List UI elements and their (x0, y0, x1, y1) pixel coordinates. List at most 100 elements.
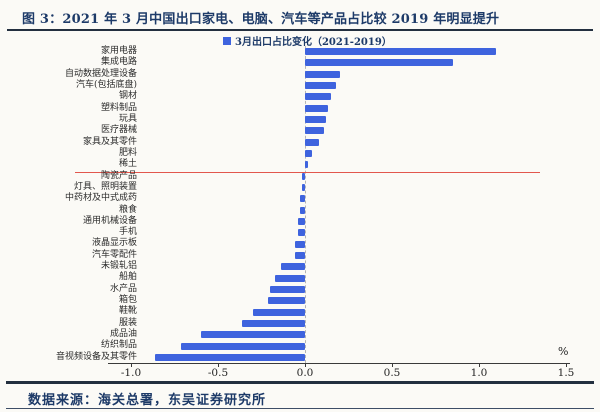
category-label: 钢材 (118, 91, 137, 102)
tick-mark (392, 363, 393, 367)
tick-mark (479, 363, 480, 367)
chart-row: 玩具 (0, 114, 600, 125)
chart-row: 纺织制品 (0, 340, 600, 351)
chart-row: 鞋靴 (0, 306, 600, 317)
legend-label: 3月出口占比变化（2021-2019） (235, 37, 392, 48)
category-label: 鞋靴 (118, 306, 137, 317)
bar-positive (305, 161, 309, 169)
plot-area: 家用电器 集成电路 自动数据处理设备 汽车(包括底盘) 钢材 塑料制品 玩具 医疗器械 家具及其… (0, 46, 600, 363)
chart-row: 自动数据处理设备 (0, 69, 600, 80)
tick-mark (131, 363, 132, 367)
chart-row: 通用机械设备 (0, 216, 600, 227)
chart-row: 音视频设备及其零件 (0, 352, 600, 363)
category-label: 集成电路 (100, 57, 137, 68)
bar-positive (305, 48, 497, 56)
bar-negative (301, 184, 305, 191)
zero-baseline (304, 46, 306, 363)
figure-bottom-divider (6, 381, 594, 384)
chart-row: 陶瓷产品 (0, 171, 600, 182)
chart-row: 服装 (0, 318, 600, 329)
bar-negative (299, 195, 305, 203)
tick-label: 0.0 (296, 367, 314, 379)
category-label: 陶瓷产品 (100, 170, 137, 181)
bar-negative (301, 172, 305, 180)
chart-row: 未锻轧铝 (0, 261, 600, 272)
chart-row: 家具及其零件 (0, 137, 600, 148)
category-label: 汽车(包括底盘) (75, 79, 137, 90)
category-label: 中药材及中式成药 (64, 193, 137, 204)
category-label: 玩具 (118, 113, 137, 124)
category-label: 箱包 (118, 295, 137, 306)
category-label: 未锻轧铝 (100, 261, 137, 272)
tick-label: 0.5 (383, 367, 401, 379)
bar-negative (280, 263, 305, 271)
chart-row: 中药材及中式成药 (0, 193, 600, 204)
chart-row: 灯具、照明装置 (0, 182, 600, 193)
chart-row: 粮食 (0, 205, 600, 216)
category-label: 灯具、照明装置 (73, 181, 137, 192)
chart-row: 钢材 (0, 91, 600, 102)
tick-mark (566, 363, 567, 367)
x-axis: -1.0 -0.5 0.0 0.5 1.0 1.5 (0, 363, 600, 387)
tick-label: -0.5 (207, 367, 229, 379)
category-label: 音视频设备及其零件 (55, 351, 137, 362)
chart-row: 肥料 (0, 148, 600, 159)
bar-positive (305, 104, 328, 112)
bar-negative (294, 251, 305, 259)
bar-negative (270, 285, 305, 293)
bar-negative (298, 217, 305, 225)
bar-positive (305, 127, 325, 135)
category-label: 液晶显示板 (91, 238, 137, 249)
bar-positive (305, 150, 312, 158)
bar-positive (305, 93, 332, 101)
category-label: 肥料 (118, 147, 137, 158)
legend-swatch-icon (223, 36, 231, 45)
bar-negative (294, 240, 305, 248)
red-separator-line (75, 171, 540, 173)
bar-negative (275, 274, 305, 282)
tick-label: -1.0 (120, 367, 142, 379)
category-label: 塑料制品 (100, 102, 137, 113)
chart-row: 家用电器 (0, 46, 600, 57)
chart-row: 塑料制品 (0, 103, 600, 114)
chart-row: 手机 (0, 227, 600, 238)
category-label: 家具及其零件 (82, 136, 137, 147)
chart-row: 水产品 (0, 284, 600, 295)
chart-row: 箱包 (0, 295, 600, 306)
bar-negative (181, 342, 305, 350)
chart-legend: 3月出口占比变化（2021-2019） (223, 33, 392, 48)
tick-mark (218, 363, 219, 367)
bar-positive (305, 82, 337, 90)
bar-negative (268, 297, 305, 305)
category-label: 汽车零配件 (91, 249, 137, 260)
tick-mark (305, 363, 306, 367)
category-label: 船舶 (118, 272, 137, 283)
chart-row: 医疗器械 (0, 125, 600, 136)
category-label: 手机 (118, 227, 137, 238)
category-label: 服装 (118, 317, 137, 328)
data-source: 数据来源：海关总署，东吴证券研究所 (28, 393, 267, 408)
bar-negative (155, 353, 305, 361)
chart-row: 稀土 (0, 159, 600, 170)
bar-negative (242, 319, 305, 327)
chart-row: 集成电路 (0, 57, 600, 68)
category-label: 稀土 (118, 159, 137, 170)
bar-negative (299, 206, 305, 214)
title-divider (7, 29, 593, 32)
category-label: 家用电器 (100, 46, 137, 56)
axis-unit-label: % (558, 345, 569, 358)
category-label: 成品油 (109, 329, 137, 340)
x-axis-line (108, 363, 570, 364)
tick-label: 1.5 (557, 367, 575, 379)
chart-row: 汽车零配件 (0, 250, 600, 261)
bar-positive (305, 59, 453, 67)
category-label: 粮食 (118, 204, 137, 215)
page-bottom-divider (6, 407, 594, 409)
category-label: 水产品 (109, 283, 137, 294)
chart-row: 船舶 (0, 272, 600, 283)
category-label: 自动数据处理设备 (64, 68, 137, 79)
bar-negative (252, 308, 305, 316)
bar-positive (305, 116, 326, 124)
category-label: 医疗器械 (100, 125, 137, 136)
figure-title: 图 3：2021 年 3 月中国出口家电、电脑、汽车等产品占比较 2019 年明… (22, 12, 500, 27)
